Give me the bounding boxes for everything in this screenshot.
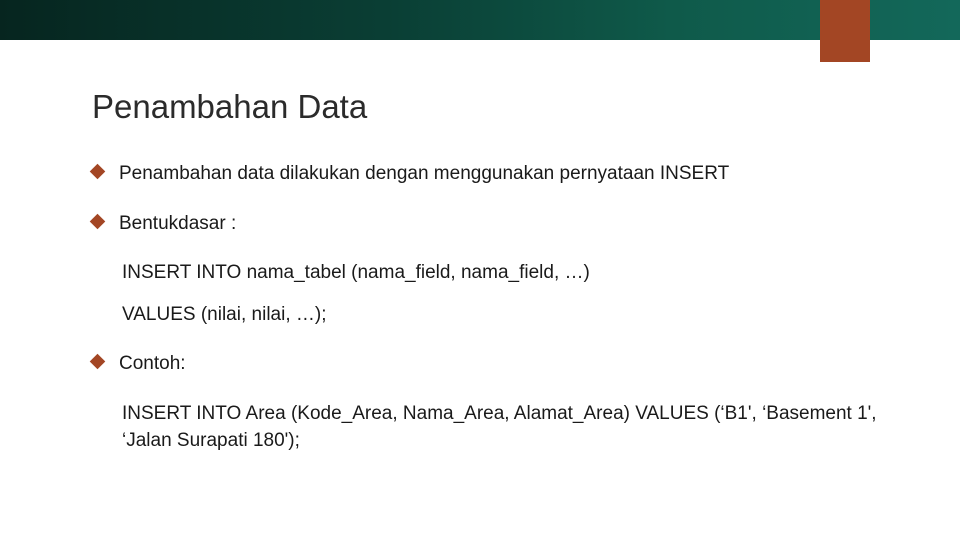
example-text: INSERT INTO Area (Kode_Area, Nama_Area, … [122, 400, 882, 455]
example-block: INSERT INTO Area (Kode_Area, Nama_Area, … [122, 400, 882, 455]
diamond-bullet-icon [90, 213, 106, 229]
slide-title: Penambahan Data [92, 88, 367, 126]
bullet-item: Penambahan data dilakukan dengan menggun… [92, 160, 882, 188]
bullet-text: Bentukdasar : [119, 210, 236, 238]
bullet-item: Contoh: [92, 350, 882, 378]
diamond-bullet-icon [90, 354, 106, 370]
header-bar [0, 0, 960, 40]
bullet-item: Bentukdasar : [92, 210, 882, 238]
slide-content: Penambahan data dilakukan dengan menggun… [92, 160, 882, 477]
bullet-text: Penambahan data dilakukan dengan menggun… [119, 160, 729, 188]
diamond-bullet-icon [90, 164, 106, 180]
bullet-text: Contoh: [119, 350, 186, 378]
syntax-line: INSERT INTO nama_tabel (nama_field, nama… [122, 259, 882, 287]
syntax-line: VALUES (nilai, nilai, …); [122, 301, 882, 329]
syntax-block: INSERT INTO nama_tabel (nama_field, nama… [122, 259, 882, 328]
accent-tab [820, 0, 870, 62]
